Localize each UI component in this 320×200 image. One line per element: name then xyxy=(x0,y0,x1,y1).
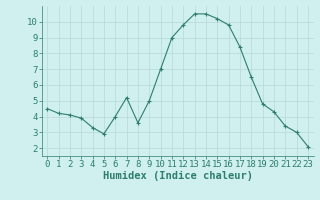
X-axis label: Humidex (Indice chaleur): Humidex (Indice chaleur) xyxy=(103,171,252,181)
